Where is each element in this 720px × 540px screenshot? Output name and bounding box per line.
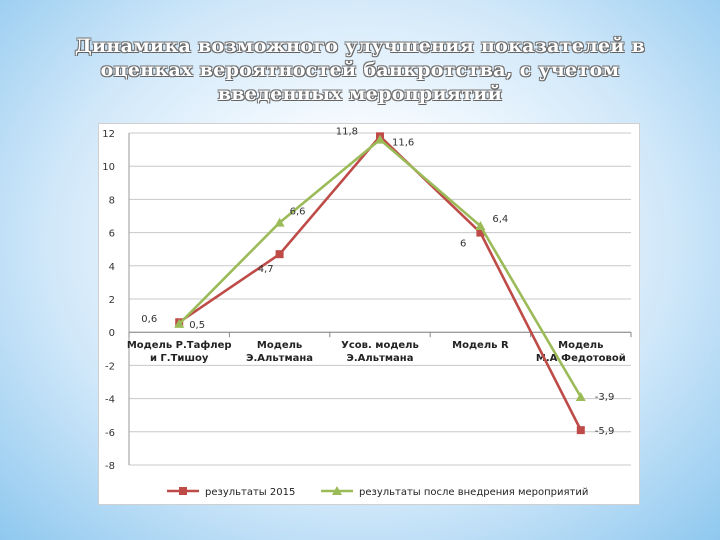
y-tick-label: -4	[105, 395, 115, 406]
category-label: М.А.Федотовой	[536, 353, 626, 364]
data-point-marker	[476, 228, 485, 237]
series-line	[178, 135, 582, 431]
legend-marker	[332, 486, 342, 495]
category-label: и Г.Тишоу	[150, 353, 209, 364]
data-point-marker	[275, 250, 284, 259]
title-line-1: Динамика возможного улучшения показателе…	[74, 35, 646, 57]
category-label: Э.Альтмана	[347, 353, 414, 364]
chart-svg: 12 10 8 6 4 2 0 -2 -4 -6 -8 Модель Р.Тафлер и Г.Тишо…	[102, 126, 632, 498]
data-label: 11,6	[392, 138, 414, 149]
category-label: Модель	[558, 340, 603, 351]
category-label: Э.Альтмана	[246, 353, 313, 364]
category-label: Модель	[257, 340, 302, 351]
data-label: 6,4	[492, 214, 508, 225]
y-tick-label: 12	[102, 129, 115, 140]
category-label: Усов. модель	[341, 340, 419, 351]
data-point-marker	[174, 318, 185, 328]
title-line-2: оценках вероятностей банкротства, с учет…	[100, 59, 620, 81]
data-point-marker	[274, 217, 285, 227]
y-tick-label: 2	[109, 295, 115, 306]
legend-marker	[179, 487, 187, 495]
data-point-marker	[475, 220, 486, 230]
y-tick-label: 8	[109, 195, 115, 206]
y-tick-label: 6	[109, 229, 115, 240]
y-tick-label: 4	[109, 262, 115, 273]
category-label: Модель Р.Тафлер	[127, 339, 232, 351]
y-tick-label: -6	[105, 428, 115, 439]
data-label: 0,5	[189, 320, 205, 331]
data-point-marker	[375, 134, 385, 144]
line-chart: 12 10 8 6 4 2 0 -2 -4 -6 -8 Модель Р.Тафлер и Г.Тишо…	[98, 123, 640, 505]
y-tick-label: 0	[109, 328, 115, 339]
legend-label: результаты после внедрения мероприятий	[359, 487, 588, 498]
data-label: 11,8	[336, 126, 358, 137]
legend-label: результаты 2015	[205, 487, 295, 498]
data-label: -5,9	[595, 426, 615, 437]
data-point-marker	[575, 391, 586, 401]
data-label: -3,9	[595, 392, 615, 403]
y-tick-label: -2	[105, 361, 115, 372]
data-label: 4,7	[258, 264, 274, 275]
title-line-3: введенных мероприятий	[217, 83, 503, 105]
data-label: 6	[460, 239, 466, 250]
y-tick-label: 10	[102, 162, 115, 173]
category-label: Модель R	[452, 340, 509, 351]
y-tick-label: -8	[105, 461, 115, 472]
data-label: 0,6	[141, 314, 157, 325]
slide-title: Динамика возможного улучшения показателе…	[70, 34, 650, 106]
data-point-marker	[576, 426, 585, 435]
data-label: 6,6	[290, 207, 306, 218]
